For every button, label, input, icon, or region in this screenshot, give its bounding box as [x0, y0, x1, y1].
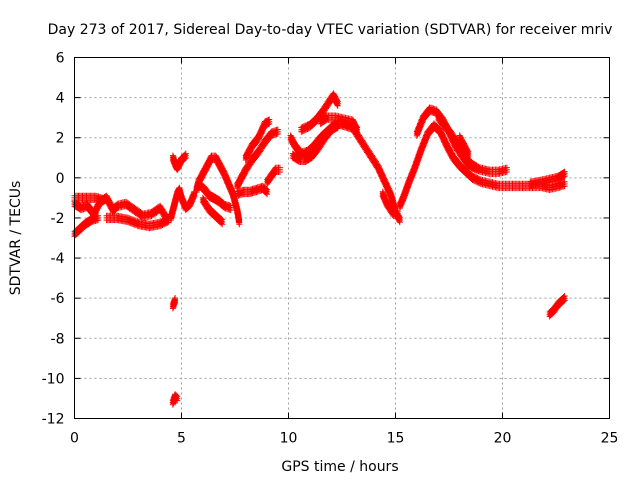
x-tick-label: 25	[601, 431, 619, 447]
data-point-group	[197, 180, 234, 214]
data-point-group	[169, 295, 179, 312]
data-point-group	[264, 164, 283, 187]
data-point-group	[298, 90, 341, 135]
y-tick-label: -2	[51, 211, 65, 227]
data-point-group	[289, 120, 341, 165]
data-point-group	[199, 194, 226, 228]
y-tick-label: -12	[42, 412, 65, 428]
y-tick-label: -10	[42, 371, 65, 387]
data-point-group	[103, 212, 172, 232]
data-point-group	[317, 112, 360, 135]
x-tick-label: 15	[387, 431, 405, 447]
data-point-group	[242, 116, 273, 163]
data-point-group	[234, 182, 271, 200]
y-tick-label: -6	[51, 291, 65, 307]
y-axis-ticks: 6 4 2 0 -2 -4 -6 -8 -10 -12	[42, 51, 610, 428]
data-point-group	[169, 391, 181, 408]
x-tick-label: 0	[70, 431, 79, 447]
x-tick-label: 5	[177, 431, 186, 447]
y-tick-label: 6	[56, 51, 65, 67]
data-point-group	[167, 184, 198, 224]
x-axis-label: GPS time / hours	[281, 459, 398, 475]
data-point-group	[546, 293, 568, 320]
data-point-group	[169, 150, 189, 173]
grid-lines	[74, 57, 610, 419]
y-tick-label: -4	[51, 251, 65, 267]
y-tick-label: 0	[56, 171, 65, 187]
data-point-group	[379, 188, 401, 220]
data-point-group	[234, 126, 281, 192]
plot-frame	[74, 57, 610, 419]
data-point-group	[287, 118, 403, 226]
x-tick-label: 10	[280, 431, 298, 447]
data-point-group	[71, 212, 101, 240]
y-tick-label: 4	[56, 91, 65, 107]
y-axis-label: SDTVAR / TECUs	[8, 181, 24, 296]
y-tick-label: 2	[56, 131, 65, 147]
data-point-group	[193, 152, 243, 228]
x-tick-label: 20	[494, 431, 512, 447]
data-points	[71, 90, 568, 408]
x-axis-ticks: 0 5 10 15 20 25	[70, 57, 619, 447]
data-point-group	[396, 120, 568, 212]
data-point-group	[527, 168, 568, 190]
chart-title: Day 273 of 2017, Sidereal Day-to-day VTE…	[48, 22, 613, 38]
y-tick-label: -8	[51, 331, 65, 347]
data-point-group	[456, 132, 472, 159]
